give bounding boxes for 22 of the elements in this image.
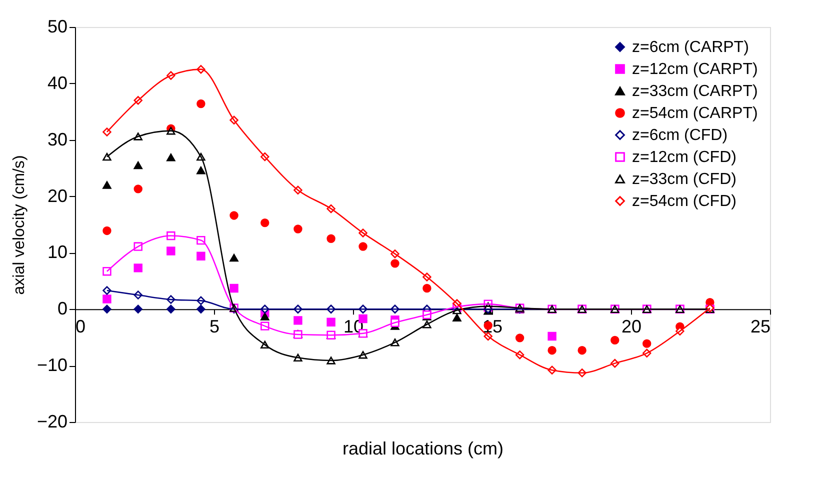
legend-label: z=12cm (CARPT)	[632, 61, 758, 78]
x-tick-label: 0	[76, 316, 86, 337]
y-tick-label: 30	[47, 129, 68, 150]
legend-label: z=54cm (CFD)	[632, 193, 736, 210]
x-tick-label: 25	[750, 316, 770, 337]
legend-label: z=33cm (CFD)	[632, 171, 736, 188]
legend-label: z=54cm (CARPT)	[632, 105, 758, 122]
y-axis-title: axial velocity (cm/s)	[10, 155, 28, 295]
y-tick-label: −20	[36, 412, 68, 432]
x-axis-title: radial locations (cm)	[342, 438, 504, 458]
y-tick-label: −10	[36, 355, 68, 376]
y-tick-label: 20	[47, 186, 68, 206]
legend-label: z=6cm (CFD)	[632, 127, 728, 144]
legend-label: z=33cm (CARPT)	[632, 83, 758, 100]
y-tick-label: 0	[57, 298, 68, 319]
x-tick-label: 5	[209, 316, 220, 337]
y-tick-label: 10	[47, 242, 68, 262]
y-tick-label: 50	[47, 16, 68, 36]
x-tick-label: 20	[621, 316, 642, 337]
legend-label: z=12cm (CFD)	[632, 149, 736, 166]
y-tick-label: 40	[47, 72, 68, 93]
legend-label: z=6cm (CARPT)	[632, 39, 749, 56]
